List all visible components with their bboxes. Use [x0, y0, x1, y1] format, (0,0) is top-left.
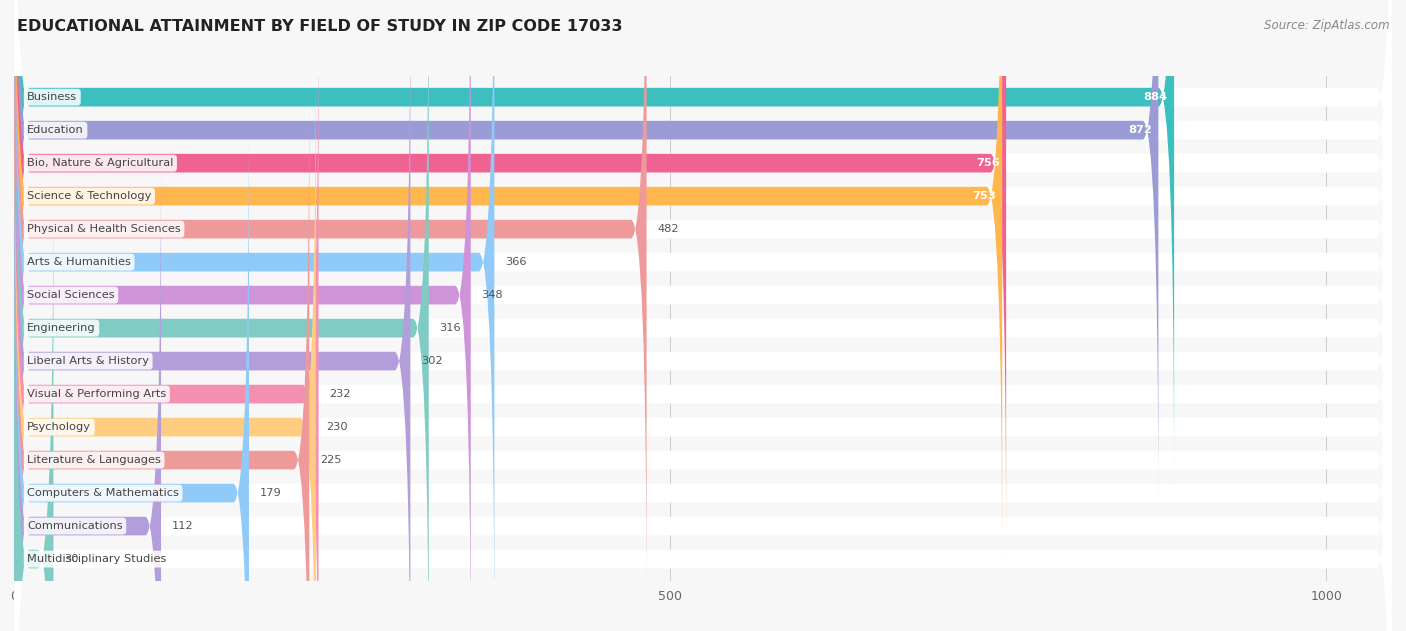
Text: Psychology: Psychology	[27, 422, 91, 432]
FancyBboxPatch shape	[14, 0, 1392, 550]
FancyBboxPatch shape	[14, 0, 1392, 583]
FancyBboxPatch shape	[14, 0, 495, 631]
FancyBboxPatch shape	[14, 0, 1392, 631]
Text: Physical & Health Sciences: Physical & Health Sciences	[27, 224, 181, 234]
Text: Social Sciences: Social Sciences	[27, 290, 115, 300]
Text: 366: 366	[505, 257, 526, 267]
FancyBboxPatch shape	[14, 0, 1002, 583]
Text: Source: ZipAtlas.com: Source: ZipAtlas.com	[1264, 19, 1389, 32]
Text: Liberal Arts & History: Liberal Arts & History	[27, 356, 149, 366]
FancyBboxPatch shape	[14, 139, 1392, 631]
Text: 30: 30	[63, 554, 79, 564]
Text: EDUCATIONAL ATTAINMENT BY FIELD OF STUDY IN ZIP CODE 17033: EDUCATIONAL ATTAINMENT BY FIELD OF STUDY…	[17, 19, 623, 34]
FancyBboxPatch shape	[14, 0, 1392, 616]
Text: 316: 316	[439, 323, 461, 333]
FancyBboxPatch shape	[14, 107, 1392, 631]
FancyBboxPatch shape	[14, 73, 309, 631]
FancyBboxPatch shape	[14, 73, 1392, 631]
FancyBboxPatch shape	[14, 139, 162, 631]
Text: 179: 179	[260, 488, 281, 498]
Text: 232: 232	[329, 389, 350, 399]
Text: 348: 348	[481, 290, 503, 300]
Text: 884: 884	[1143, 92, 1167, 102]
FancyBboxPatch shape	[14, 0, 1392, 631]
Text: Multidisciplinary Studies: Multidisciplinary Studies	[27, 554, 166, 564]
Text: Literature & Languages: Literature & Languages	[27, 455, 162, 465]
FancyBboxPatch shape	[14, 8, 319, 631]
Text: 872: 872	[1128, 125, 1152, 135]
FancyBboxPatch shape	[14, 0, 1392, 484]
FancyBboxPatch shape	[14, 172, 1392, 631]
Text: 112: 112	[172, 521, 193, 531]
Text: 230: 230	[326, 422, 349, 432]
FancyBboxPatch shape	[14, 0, 429, 631]
FancyBboxPatch shape	[14, 0, 1007, 550]
Text: Business: Business	[27, 92, 77, 102]
FancyBboxPatch shape	[14, 0, 1174, 484]
FancyBboxPatch shape	[14, 0, 1392, 517]
Text: 302: 302	[420, 356, 443, 366]
Text: Bio, Nature & Agricultural: Bio, Nature & Agricultural	[27, 158, 173, 168]
FancyBboxPatch shape	[14, 0, 647, 616]
FancyBboxPatch shape	[14, 40, 316, 631]
FancyBboxPatch shape	[14, 8, 1392, 631]
Text: 756: 756	[976, 158, 1000, 168]
FancyBboxPatch shape	[14, 0, 1159, 517]
Text: Education: Education	[27, 125, 84, 135]
Text: Computers & Mathematics: Computers & Mathematics	[27, 488, 179, 498]
FancyBboxPatch shape	[14, 107, 249, 631]
FancyBboxPatch shape	[14, 0, 1392, 631]
FancyBboxPatch shape	[14, 0, 411, 631]
Text: Arts & Humanities: Arts & Humanities	[27, 257, 131, 267]
FancyBboxPatch shape	[14, 0, 471, 631]
Text: Science & Technology: Science & Technology	[27, 191, 152, 201]
FancyBboxPatch shape	[14, 172, 53, 631]
Text: 753: 753	[972, 191, 995, 201]
Text: 225: 225	[319, 455, 342, 465]
Text: Communications: Communications	[27, 521, 122, 531]
FancyBboxPatch shape	[14, 40, 1392, 631]
FancyBboxPatch shape	[14, 0, 1392, 631]
Text: 482: 482	[657, 224, 679, 234]
Text: Engineering: Engineering	[27, 323, 96, 333]
Text: Visual & Performing Arts: Visual & Performing Arts	[27, 389, 166, 399]
